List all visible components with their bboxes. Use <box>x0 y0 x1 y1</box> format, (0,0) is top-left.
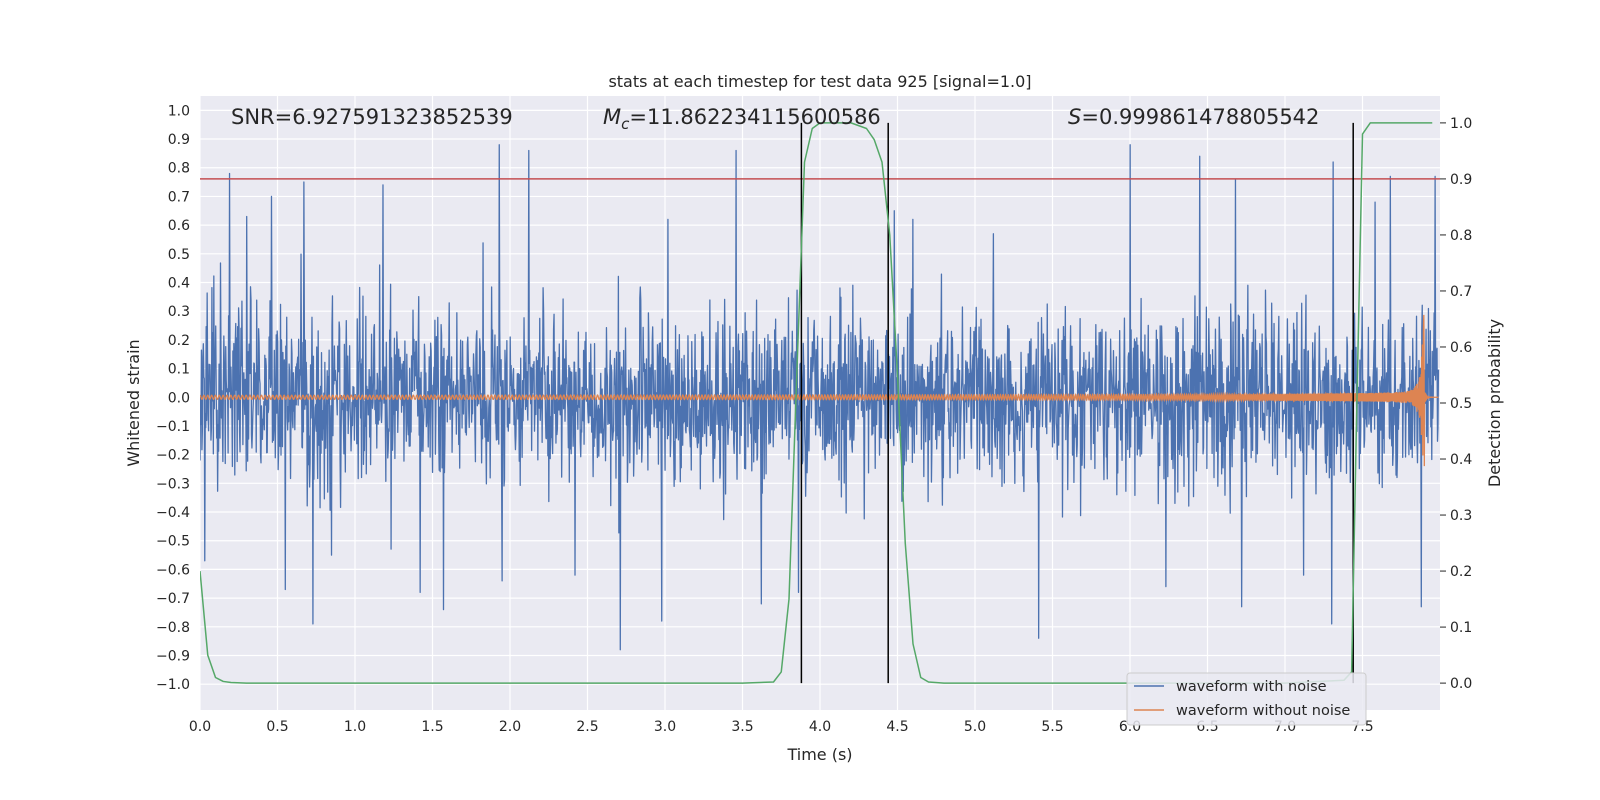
y-tick-label: 1.0 <box>168 103 190 119</box>
y-tick-label: 0.8 <box>168 161 190 177</box>
y2-tick-label: 0.8 <box>1450 228 1472 244</box>
chirp-mass-subscript: c <box>621 115 630 133</box>
score-value: 0.999861478805542 <box>1099 105 1319 129</box>
series-layer <box>200 144 1440 651</box>
x-tick-label: 0.5 <box>266 719 288 735</box>
y2-tick-label: 0.9 <box>1450 172 1472 188</box>
score-label: S <box>1068 105 1081 129</box>
x-tick-label: 5.0 <box>964 719 986 735</box>
y2-tick-label: 0.6 <box>1450 340 1472 356</box>
y2-tick-label: 1.0 <box>1450 116 1472 132</box>
y2-tick-label: 0.3 <box>1450 508 1472 524</box>
y-tick-label: −0.8 <box>156 620 190 636</box>
y-tick-label: 0.4 <box>168 275 190 291</box>
legend-box <box>1126 672 1367 726</box>
x-tick-label: 2.5 <box>576 719 598 735</box>
snr-value: 6.927591323852539 <box>292 105 512 129</box>
y-tick-label: 0.3 <box>168 304 190 320</box>
y-tick-label: 0.0 <box>168 390 190 406</box>
y-tick-label: −0.6 <box>156 562 190 578</box>
x-tick-label: 1.0 <box>344 719 366 735</box>
series-waveform-without-noise <box>200 314 1439 467</box>
y-tick-label: −0.3 <box>156 476 190 492</box>
y-tick-label: −0.4 <box>156 505 190 521</box>
series-detection-probability <box>200 122 1433 684</box>
chirp-mass-value: 11.862234115600586 <box>647 105 881 129</box>
y-tick-label: 0.1 <box>168 362 190 378</box>
legend: waveform with noise waveform without noi… <box>1126 672 1367 726</box>
legend-label-without-noise: waveform without noise <box>1176 703 1350 719</box>
y-tick-label: −0.9 <box>156 648 190 664</box>
annotations: SNR=6.927591323852539 Mc=11.862234115600… <box>231 105 1319 133</box>
chirp-mass-annotation: Mc=11.862234115600586 <box>603 105 881 133</box>
x-tick-label: 4.5 <box>886 719 908 735</box>
y2-tick-label: 0.4 <box>1450 452 1472 468</box>
y-tick-label: −0.1 <box>156 419 190 435</box>
y-tick-label: 0.2 <box>168 333 190 349</box>
y-tick-label: −0.2 <box>156 448 190 464</box>
series-waveform-with-noise <box>200 144 1440 651</box>
y2-axis-title: Detection probability <box>1485 319 1504 487</box>
chart-title: stats at each timestep for test data 925… <box>608 72 1031 91</box>
y-axis-title: Whitened strain <box>124 339 143 466</box>
x-tick-label: 4.0 <box>809 719 831 735</box>
score-equals: = <box>1081 105 1099 129</box>
chirp-mass-equals: = <box>629 105 647 129</box>
y-tick-label: −0.7 <box>156 591 190 607</box>
y-tick-label: −1.0 <box>156 677 190 693</box>
snr-equals: = <box>275 105 293 129</box>
y-tick-label: 0.5 <box>168 247 190 263</box>
y-tick-label: −0.5 <box>156 534 190 550</box>
y-tick-label: 0.6 <box>168 218 190 234</box>
overlay-layer <box>200 122 1440 684</box>
y2-tick-label: 0.5 <box>1450 396 1472 412</box>
y2-tick-label: 0.1 <box>1450 620 1472 636</box>
score-annotation: S=0.999861478805542 <box>1068 105 1319 129</box>
x-tick-label: 3.0 <box>654 719 676 735</box>
y2-tick-label: 0.0 <box>1450 676 1472 692</box>
x-tick-label: 1.5 <box>421 719 443 735</box>
x-axis-title: Time (s) <box>786 745 852 764</box>
y2-tick-label: 0.2 <box>1450 564 1472 580</box>
y2-tick-label: 0.7 <box>1450 284 1472 300</box>
chirp-mass-label: M <box>603 105 621 129</box>
y2-tick-labels: 0.0 0.1 0.2 0.3 0.4 0.5 0.6 0.7 0.8 0.9 1.0 <box>1440 116 1472 692</box>
x-tick-label: 5.5 <box>1041 719 1063 735</box>
snr-annotation: SNR=6.927591323852539 <box>231 105 513 129</box>
snr-label: SNR <box>231 105 275 129</box>
x-tick-label: 0.0 <box>189 719 211 735</box>
y-tick-label: 0.7 <box>168 189 190 205</box>
x-tick-label: 2.0 <box>499 719 521 735</box>
legend-label-with-noise: waveform with noise <box>1176 679 1327 695</box>
y-tick-labels: −1.0 −0.9 −0.8 −0.7 −0.6 −0.5 −0.4 −0.3 −0.2 −0.1… <box>156 103 190 693</box>
y-tick-label: 0.9 <box>168 132 190 148</box>
x-tick-label: 3.5 <box>731 719 753 735</box>
